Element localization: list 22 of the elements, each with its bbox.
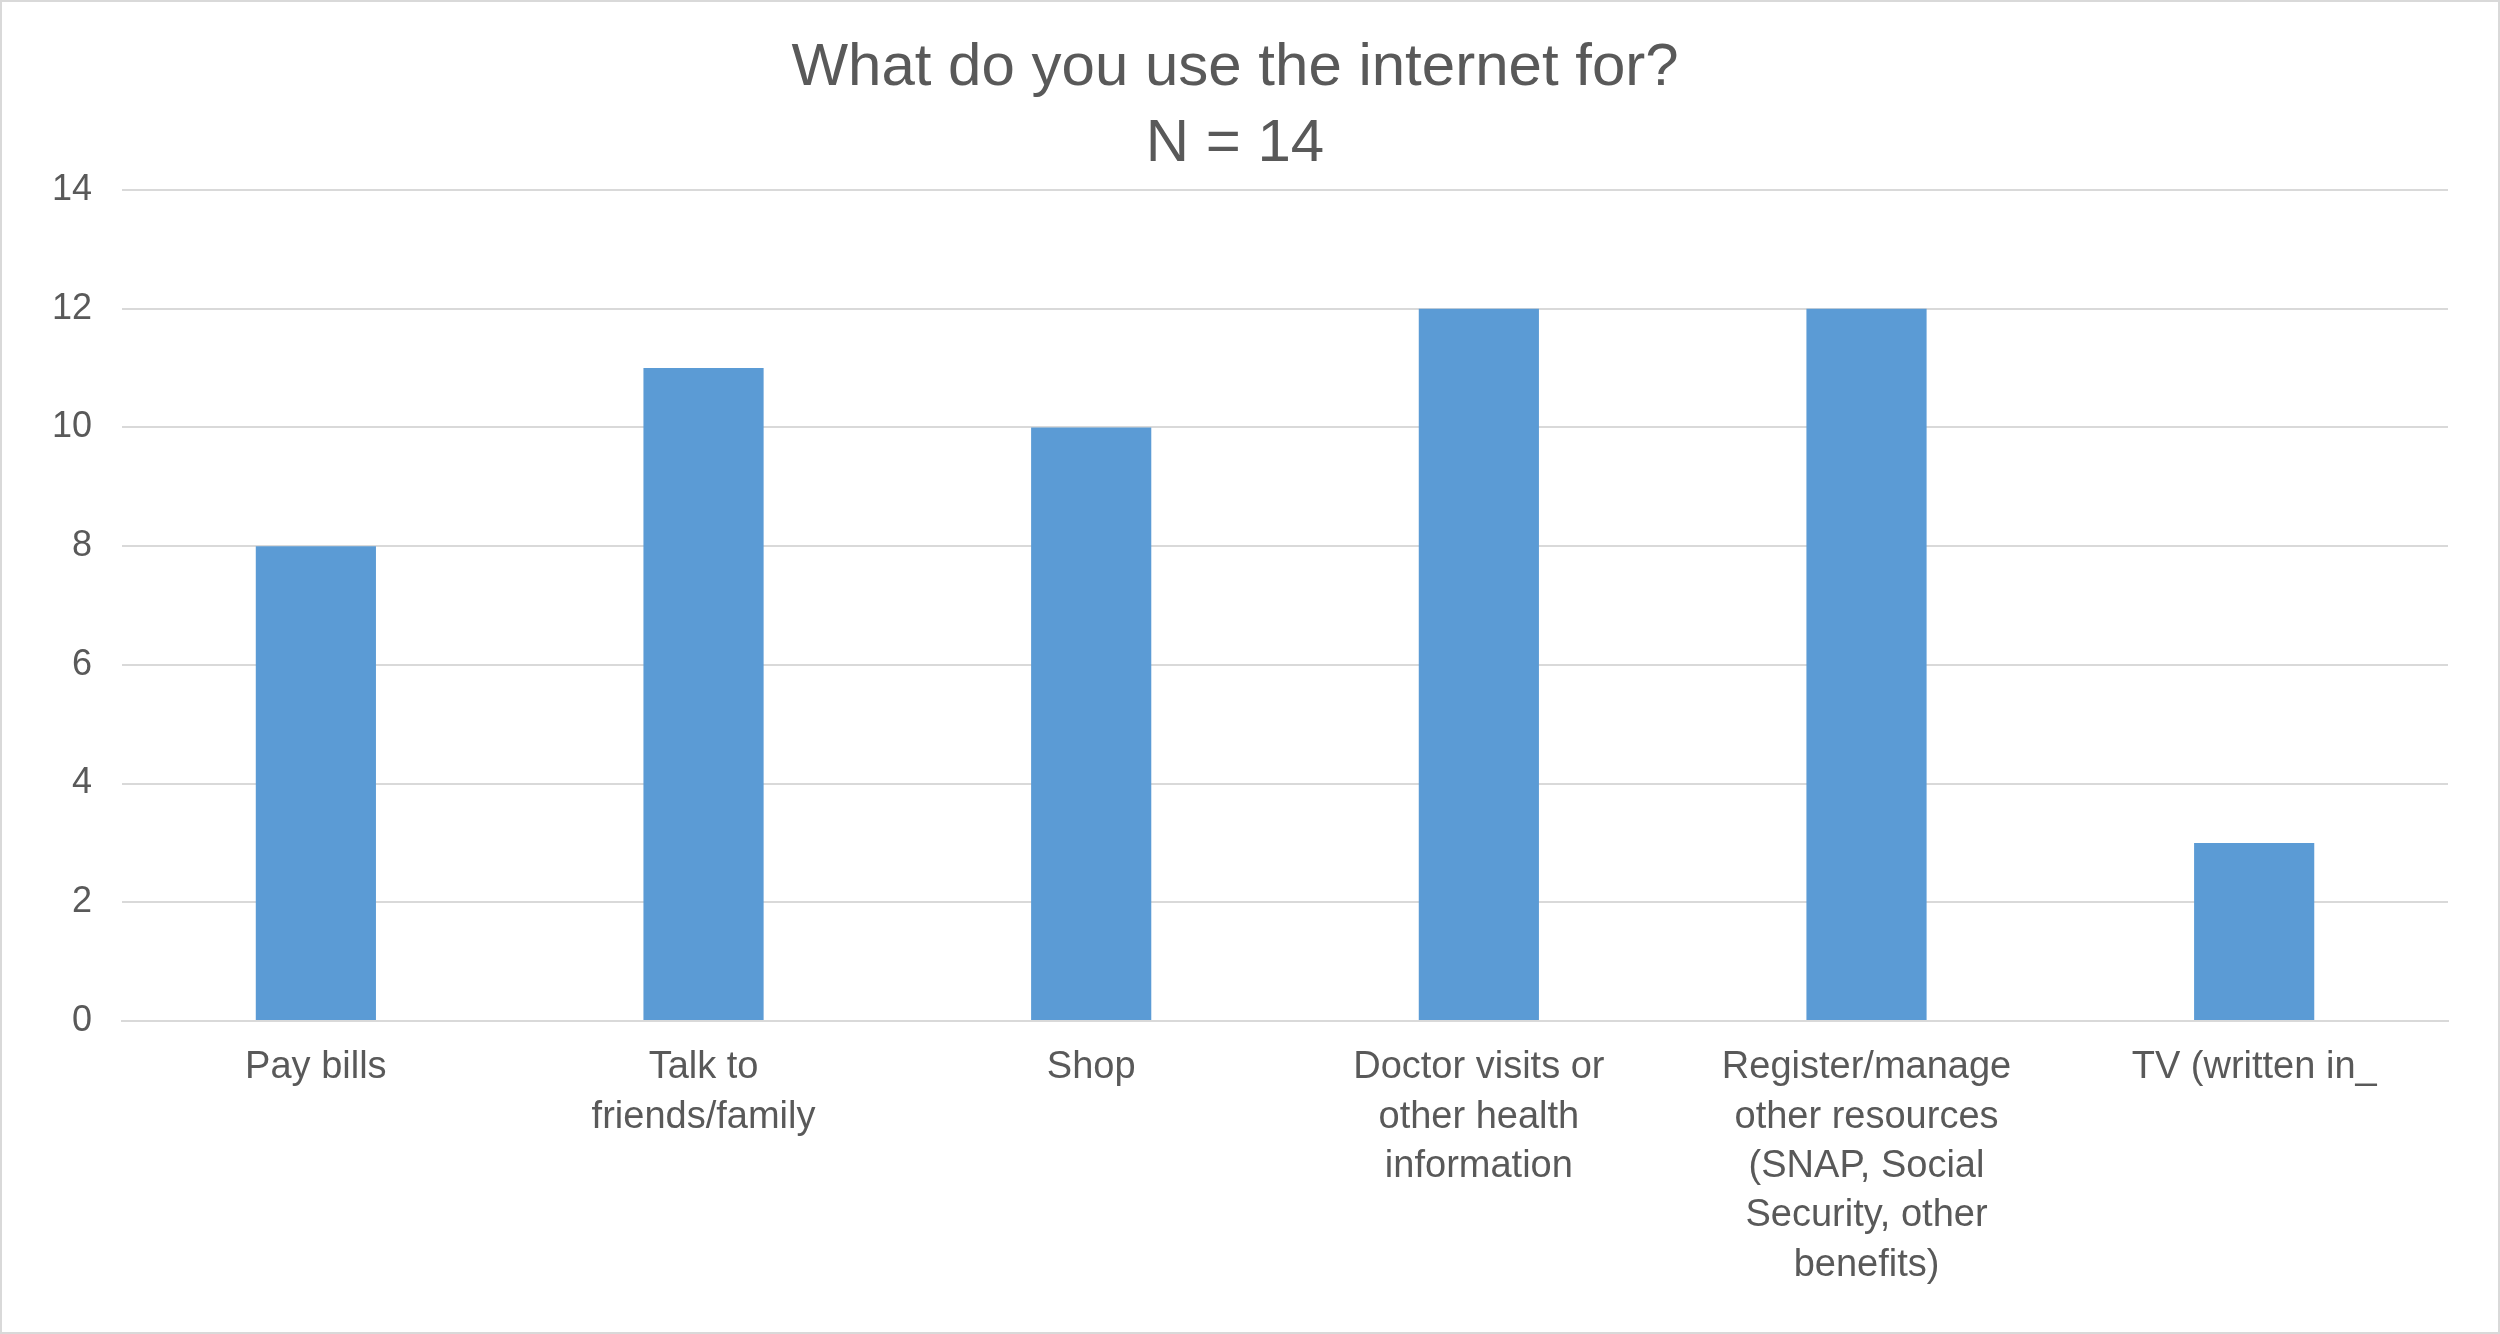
x-tick-label: TV (written in_: [2131, 1044, 2378, 1087]
bar: [255, 546, 376, 1020]
x-tick-label: Doctor visits or other health information: [1353, 1044, 1605, 1185]
x-tick-label: Register/manage other resources (SNAP, Social Security, other benefits): [1721, 1044, 2012, 1284]
y-tick-label: 10: [52, 404, 93, 446]
y-tick-label: 0: [72, 997, 93, 1039]
x-tick-label: Pay bills: [245, 1044, 387, 1087]
y-tick-label: 4: [72, 760, 93, 802]
bar: [1806, 308, 1927, 1020]
chart-title: What do you use the internet for?: [791, 30, 1679, 98]
bar: [1418, 308, 1539, 1020]
bar: [2194, 842, 2315, 1020]
y-tick-label: 12: [52, 285, 93, 327]
y-tick-label: 14: [52, 166, 93, 208]
y-tick-label: 8: [72, 523, 93, 565]
chart-subtitle: N = 14: [1145, 106, 1325, 174]
x-tick-label: Talk to friends/family: [591, 1044, 816, 1136]
x-tick-label: Shop: [1046, 1044, 1136, 1087]
y-tick-label: 2: [72, 879, 93, 921]
bar: [643, 368, 764, 1020]
bar: [1031, 427, 1152, 1020]
y-tick-label: 6: [72, 641, 93, 683]
